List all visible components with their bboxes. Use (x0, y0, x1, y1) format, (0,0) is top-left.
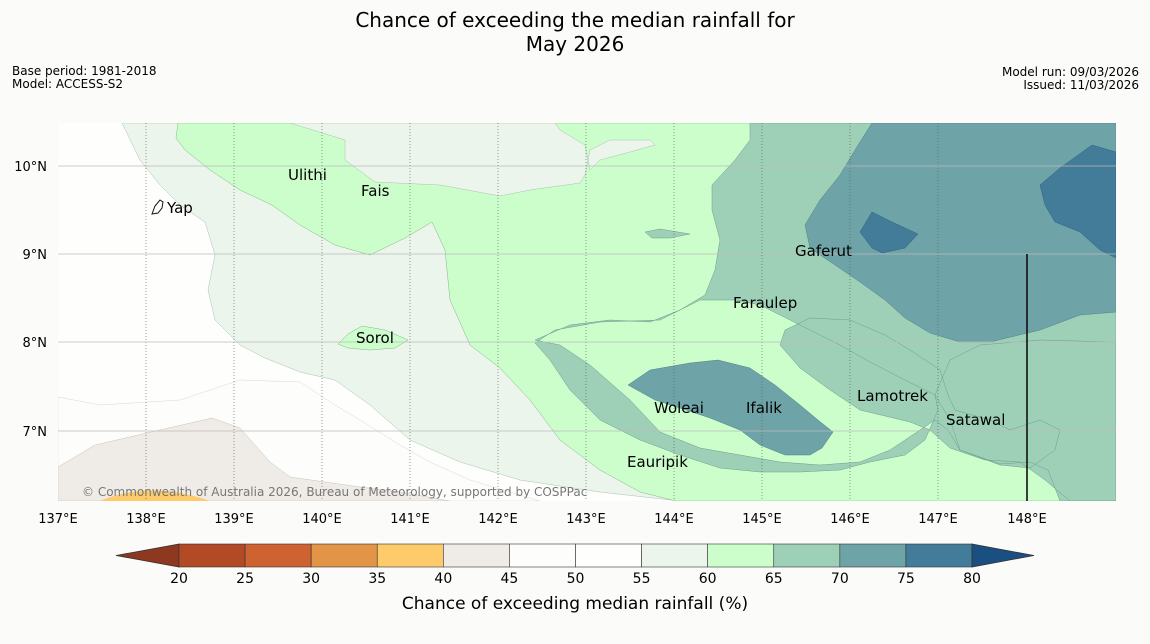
yap-island (151, 199, 164, 215)
place-sorol: Sorol (356, 329, 394, 347)
colorbar-segment (244, 543, 312, 568)
lon-label-140: 140°E (302, 512, 342, 527)
band-35-40 (100, 490, 210, 501)
place-faraulep: Faraulep (733, 294, 797, 312)
lat-label-10: 10°N (14, 160, 47, 175)
place-fais: Fais (361, 182, 390, 200)
copyright-notice: © Commonwealth of Australia 2026, Bureau… (82, 485, 587, 499)
lon-label-138: 138°E (126, 512, 166, 527)
colorbar-segment (839, 543, 907, 568)
band-75-80-center (859, 211, 919, 254)
colorbar-tick: 65 (765, 571, 783, 587)
map-area (58, 123, 1116, 501)
lon-label-137: 137°E (38, 512, 78, 527)
colorbar-segment (707, 543, 775, 568)
colorbar-tick: 35 (368, 571, 386, 587)
base-period: Base period: 1981-2018 (12, 64, 157, 78)
lon-label-141: 141°E (390, 512, 430, 527)
band-75-80-east (1039, 144, 1116, 259)
place-woleai: Woleai (654, 399, 704, 417)
colorbar-segment (178, 543, 246, 568)
colorbar-label: Chance of exceeding median rainfall (%) (401, 594, 749, 614)
band-55-60-patch (289, 123, 656, 197)
model-info: Base period: 1981-2018 Model: ACCESS-S2 (12, 65, 157, 91)
colorbar-segment (773, 543, 841, 568)
colorbar-extend-low (115, 543, 180, 568)
lon-label-145: 145°E (742, 512, 782, 527)
place-ulithi: Ulithi (288, 166, 327, 184)
place-gaferut: Gaferut (795, 242, 852, 260)
band-70-75-ne (804, 123, 1116, 343)
lon-label-146: 146°E (830, 512, 870, 527)
title-line-2: May 2026 (525, 32, 625, 56)
place-ifalik: Ifalik (746, 399, 782, 417)
band-60-65-sorol (337, 325, 409, 351)
title-line-1: Chance of exceeding the median rainfall … (355, 8, 795, 32)
colorbar-segment (376, 543, 444, 568)
place-labels: Yap Ulithi Fais Gaferut Faraulep Sorol W… (166, 166, 1005, 471)
colorbar-tick: 70 (831, 571, 849, 587)
colorbar-tick: 80 (963, 571, 981, 587)
map-title: Chance of exceeding the median rainfall … (0, 8, 1150, 56)
issued-date: Issued: 11/03/2026 (1023, 78, 1139, 92)
colorbar-segment (509, 543, 576, 568)
colorbar-tick: 40 (434, 571, 452, 587)
longitude-labels: 137°E 138°E 139°E 140°E 141°E 142°E 143°… (38, 512, 1047, 527)
colorbar-tick: 60 (699, 571, 717, 587)
colorbar-tick: 50 (567, 571, 585, 587)
colorbar-tick: 20 (170, 571, 188, 587)
band-40-45 (58, 417, 451, 501)
lon-label-144: 144°E (654, 512, 694, 527)
place-eauripik: Eauripik (627, 453, 688, 471)
lon-label-142: 142°E (478, 512, 518, 527)
latitude-labels: 10°N 9°N 8°N 7°N (14, 160, 47, 440)
run-info: Model run: 09/03/2026 Issued: 11/03/2026 (1002, 66, 1139, 92)
latitude-lines (58, 165, 1116, 432)
lon-label-139: 139°E (214, 512, 254, 527)
place-lamotrek: Lamotrek (857, 387, 928, 405)
band-70-75-patch (644, 228, 691, 239)
colorbar-tick: 55 (633, 571, 651, 587)
colorbar-segment (905, 543, 973, 568)
colorbar-segment (443, 543, 510, 568)
model-run-date: Model run: 09/03/2026 (1001, 65, 1139, 79)
place-satawal: Satawal (946, 411, 1005, 429)
colorbar-segment (575, 543, 642, 568)
model-name: Model: ACCESS-S2 (12, 77, 124, 91)
graticule (145, 123, 939, 501)
place-yap: Yap (166, 199, 193, 217)
lat-label-9: 9°N (23, 248, 48, 263)
colorbar-tick: 25 (236, 571, 254, 587)
colorbar-tick: 30 (302, 571, 320, 587)
colorbar-tick: 75 (897, 571, 915, 587)
colorbar: 20 25 30 35 40 45 50 55 60 65 70 75 80 (115, 543, 1035, 587)
colorbar-segment (310, 543, 378, 568)
lat-label-7: 7°N (23, 425, 48, 440)
lon-label-143: 143°E (566, 512, 606, 527)
lat-label-8: 8°N (23, 336, 48, 351)
lon-label-147: 147°E (918, 512, 958, 527)
colorbar-segment (641, 543, 708, 568)
colorbar-extend-high (971, 543, 1035, 568)
colorbar-tick: 45 (501, 571, 519, 587)
lon-label-148: 148°E (1007, 512, 1047, 527)
